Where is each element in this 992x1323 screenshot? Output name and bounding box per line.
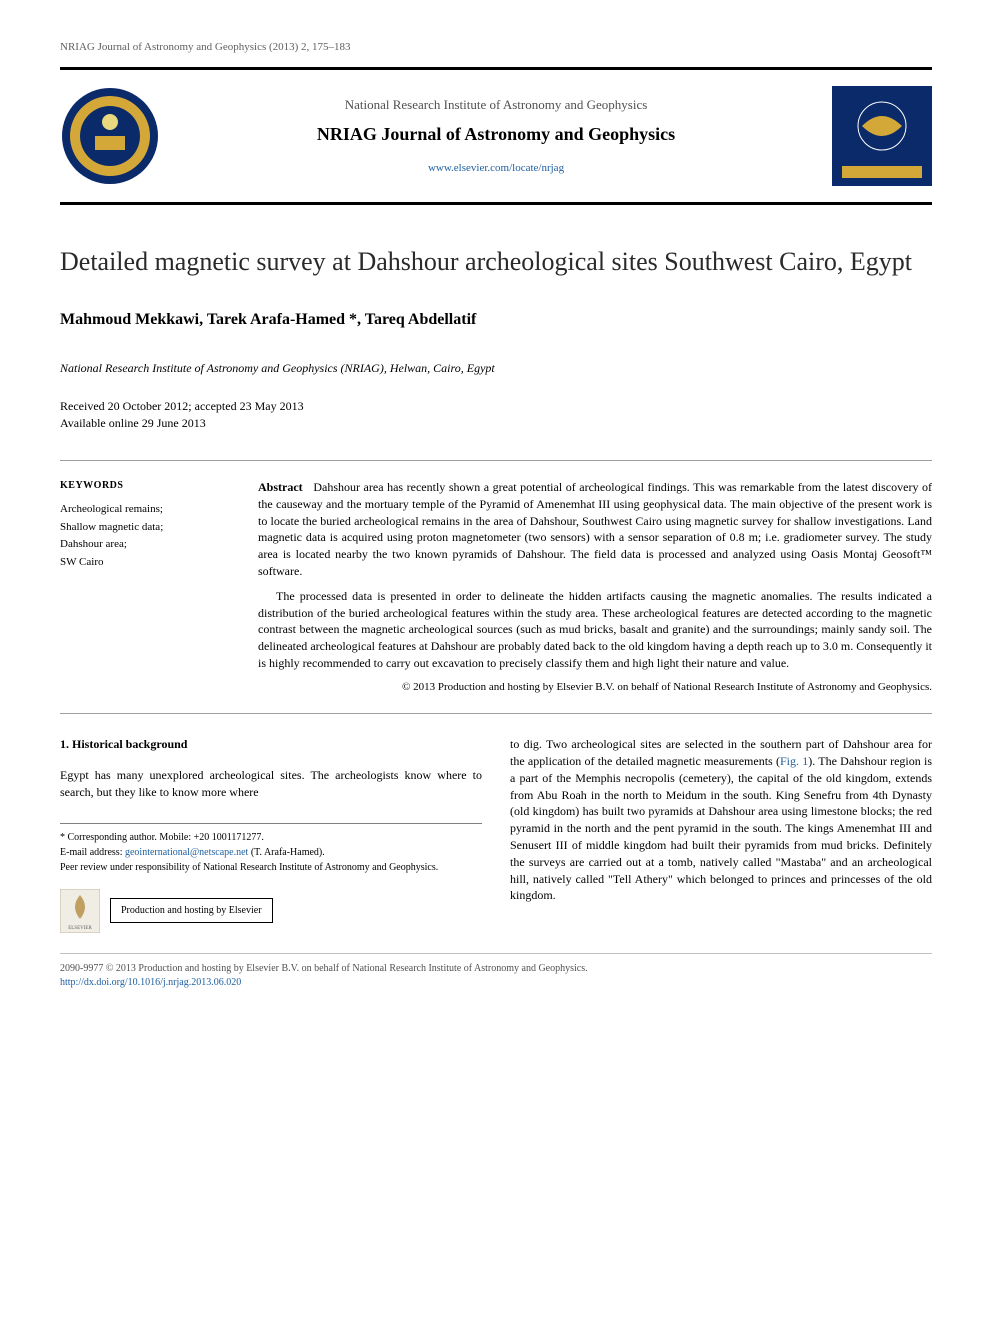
masthead-center: National Research Institute of Astronomy…: [180, 96, 812, 177]
masthead: National Research Institute of Astronomy…: [60, 67, 932, 205]
nriag-logo-icon: [60, 86, 160, 186]
divider: [60, 713, 932, 714]
article-title: Detailed magnetic survey at Dahshour arc…: [60, 245, 932, 279]
body-col-left: 1. Historical background Egypt has many …: [60, 736, 482, 932]
journal-title: NRIAG Journal of Astronomy and Geophysic…: [180, 122, 812, 147]
doi-link[interactable]: http://dx.doi.org/10.1016/j.nrjag.2013.0…: [60, 977, 241, 988]
journal-cover-icon: [832, 86, 932, 186]
abstract-column: Abstract Dahshour area has recently show…: [258, 479, 932, 695]
authors: Mahmoud Mekkawi, Tarek Arafa-Hamed *, Ta…: [60, 309, 932, 331]
bottom-line: 2090-9977 © 2013 Production and hosting …: [60, 953, 932, 990]
elsevier-logo-icon: ELSEVIER: [60, 889, 100, 933]
section-heading: 1. Historical background: [60, 736, 482, 753]
abstract-label: Abstract: [258, 480, 303, 494]
issn-copyright: 2090-9977 © 2013 Production and hosting …: [60, 962, 932, 976]
body-text-right: to dig. Two archeological sites are sele…: [510, 736, 932, 904]
journal-url[interactable]: www.elsevier.com/locate/nrjag: [180, 161, 812, 176]
figure-link[interactable]: Fig. 1: [780, 754, 808, 768]
peer-review: Peer review under responsibility of Nati…: [60, 860, 482, 875]
keywords-list: Archeological remains; Shallow magnetic …: [60, 501, 230, 571]
dates: Received 20 October 2012; accepted 23 Ma…: [60, 398, 932, 432]
elsevier-box: ELSEVIER Production and hosting by Elsev…: [60, 889, 482, 933]
email-link[interactable]: geointernational@netscape.net: [125, 847, 248, 858]
abstract-copyright: © 2013 Production and hosting by Elsevie…: [258, 680, 932, 695]
svg-text:ELSEVIER: ELSEVIER: [68, 926, 92, 931]
abstract-p2: The processed data is presented in order…: [258, 588, 932, 672]
dates-online: Available online 29 June 2013: [60, 415, 932, 432]
divider: [60, 460, 932, 461]
hosting-box: Production and hosting by Elsevier: [110, 898, 273, 923]
abstract-p1: Abstract Dahshour area has recently show…: [258, 479, 932, 580]
institute-name: National Research Institute of Astronomy…: [180, 96, 812, 114]
abstract-section: KEYWORDS Archeological remains; Shallow …: [60, 479, 932, 695]
body-col-right: to dig. Two archeological sites are sele…: [510, 736, 932, 932]
keywords-heading: KEYWORDS: [60, 479, 230, 493]
email-line: E-mail address: geointernational@netscap…: [60, 845, 482, 860]
footnotes: * Corresponding author. Mobile: +20 1001…: [60, 823, 482, 933]
body-text-left: Egypt has many unexplored archeological …: [60, 767, 482, 801]
dates-received: Received 20 October 2012; accepted 23 Ma…: [60, 398, 932, 415]
affiliation: National Research Institute of Astronomy…: [60, 360, 932, 377]
body-section: 1. Historical background Egypt has many …: [60, 736, 932, 932]
header-citation: NRIAG Journal of Astronomy and Geophysic…: [60, 40, 932, 55]
corresponding-author: * Corresponding author. Mobile: +20 1001…: [60, 830, 482, 845]
keywords-column: KEYWORDS Archeological remains; Shallow …: [60, 479, 230, 695]
